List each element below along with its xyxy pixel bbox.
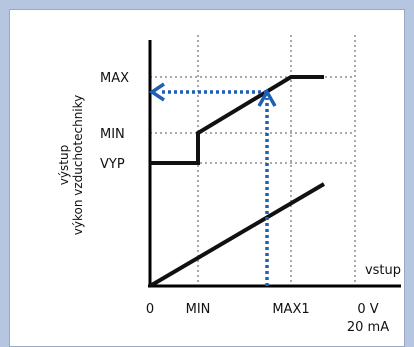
x-label-min: MIN bbox=[186, 302, 211, 317]
output-curve bbox=[150, 75, 324, 165]
x-label-origin: 0 bbox=[146, 302, 154, 317]
blue-arrows bbox=[160, 90, 269, 286]
x-label-current: 20 mA bbox=[347, 320, 389, 335]
y-label-max: MAX bbox=[100, 71, 129, 86]
y-label-min: MIN bbox=[100, 127, 125, 142]
input-line bbox=[148, 182, 326, 288]
input-label: vstup bbox=[365, 263, 401, 278]
x-label-voltage: 0 V bbox=[357, 302, 378, 317]
y-label-off: VYP bbox=[100, 157, 125, 172]
arrow-left-icon bbox=[148, 82, 165, 102]
arrow-up-icon bbox=[257, 88, 277, 107]
diagram-frame bbox=[9, 9, 405, 347]
y-axis-title-line2: výkon vzduchotechniky bbox=[71, 95, 85, 236]
grid-lines bbox=[150, 35, 356, 285]
y-axis-title-line1: výstup bbox=[57, 145, 71, 185]
x-label-max1: MAX1 bbox=[272, 302, 309, 317]
